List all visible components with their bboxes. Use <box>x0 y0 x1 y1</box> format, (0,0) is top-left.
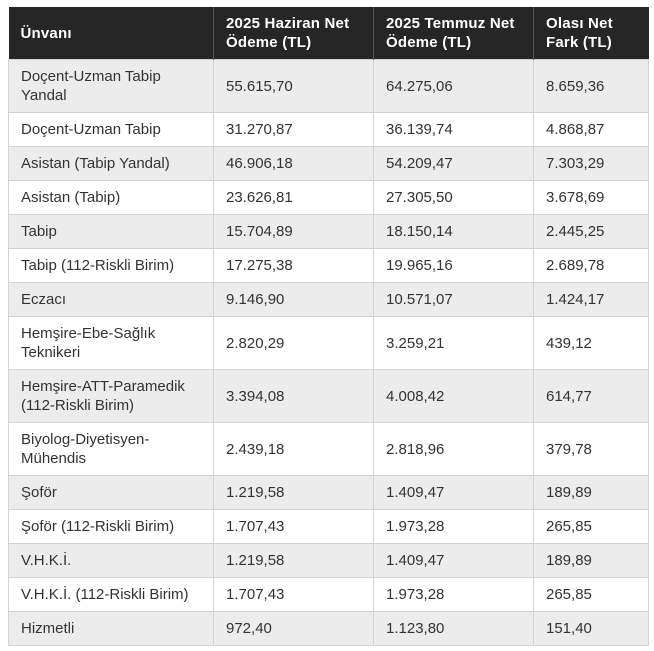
value-cell: 36.139,74 <box>373 112 534 147</box>
value-cell: 55.615,70 <box>213 59 374 113</box>
table-row: Hizmetli 972,40 1.123,80 151,40 <box>8 611 649 646</box>
table-header: Ünvanı 2025 Haziran Net Ödeme (TL) 2025 … <box>8 7 649 60</box>
title-cell: Doçent-Uzman Tabip <box>8 112 214 147</box>
value-cell: 8.659,36 <box>533 59 649 113</box>
value-cell: 23.626,81 <box>213 180 374 215</box>
value-cell: 1.424,17 <box>533 282 649 317</box>
value-cell: 3.678,69 <box>533 180 649 215</box>
value-cell: 10.571,07 <box>373 282 534 317</box>
value-cell: 379,78 <box>533 422 649 476</box>
value-cell: 17.275,38 <box>213 248 374 283</box>
title-cell: Hemşire-ATT-Paramedik (112-Riskli Birim) <box>8 369 214 423</box>
value-cell: 189,89 <box>533 475 649 510</box>
value-cell: 31.270,87 <box>213 112 374 147</box>
title-cell: Asistan (Tabip) <box>8 180 214 215</box>
value-cell: 1.123,80 <box>373 611 534 646</box>
table-row: Tabip 15.704,89 18.150,14 2.445,25 <box>8 214 649 249</box>
title-cell: Şoför (112-Riskli Birim) <box>8 509 214 544</box>
value-cell: 2.439,18 <box>213 422 374 476</box>
value-cell: 1.409,47 <box>373 543 534 578</box>
value-cell: 2.445,25 <box>533 214 649 249</box>
value-cell: 614,77 <box>533 369 649 423</box>
value-cell: 1.409,47 <box>373 475 534 510</box>
header-cell-net-difference: Olası Net Fark (TL) <box>533 7 649 60</box>
value-cell: 265,85 <box>533 577 649 612</box>
table-row: Tabip (112-Riskli Birim) 17.275,38 19.965,… <box>8 248 649 283</box>
table-row: Asistan (Tabip Yandal) 46.906,18 54.209,47… <box>8 146 649 181</box>
table-row: Hemşire-Ebe-Sağlık Teknikeri 2.820,29 3.25… <box>8 316 649 370</box>
value-cell: 15.704,89 <box>213 214 374 249</box>
table-row: V.H.K.İ. (112-Riskli Birim) 1.707,43 1.973… <box>8 577 649 612</box>
table-row: Hemşire-ATT-Paramedik (112-Riskli Birim)… <box>8 369 649 423</box>
salary-comparison-table: Ünvanı 2025 Haziran Net Ödeme (TL) 2025 … <box>8 7 649 646</box>
table-row: Şoför 1.219,58 1.409,47 189,89 <box>8 475 649 510</box>
value-cell: 265,85 <box>533 509 649 544</box>
value-cell: 1.707,43 <box>213 509 374 544</box>
value-cell: 9.146,90 <box>213 282 374 317</box>
value-cell: 1.219,58 <box>213 543 374 578</box>
header-cell-title: Ünvanı <box>8 7 214 60</box>
title-cell: V.H.K.İ. (112-Riskli Birim) <box>8 577 214 612</box>
title-cell: Hemşire-Ebe-Sağlık Teknikeri <box>8 316 214 370</box>
value-cell: 27.305,50 <box>373 180 534 215</box>
value-cell: 972,40 <box>213 611 374 646</box>
value-cell: 3.259,21 <box>373 316 534 370</box>
table-row: Asistan (Tabip) 23.626,81 27.305,50 3.678,6… <box>8 180 649 215</box>
title-cell: V.H.K.İ. <box>8 543 214 578</box>
value-cell: 189,89 <box>533 543 649 578</box>
value-cell: 4.008,42 <box>373 369 534 423</box>
value-cell: 19.965,16 <box>373 248 534 283</box>
value-cell: 46.906,18 <box>213 146 374 181</box>
value-cell: 2.820,29 <box>213 316 374 370</box>
table-row: Şoför (112-Riskli Birim) 1.707,43 1.973,28… <box>8 509 649 544</box>
title-cell: Hizmetli <box>8 611 214 646</box>
table-row: Biyolog-Diyetisyen-Mühendis 2.439,18 2.818… <box>8 422 649 476</box>
value-cell: 4.868,87 <box>533 112 649 147</box>
table-row: Doçent-Uzman Tabip 31.270,87 36.139,74 4.86… <box>8 112 649 147</box>
title-cell: Tabip <box>8 214 214 249</box>
header-cell-june-net-payment: 2025 Haziran Net Ödeme (TL) <box>213 7 374 60</box>
table-row: Doçent-Uzman Tabip Yandal 55.615,70 64.275… <box>8 59 649 113</box>
value-cell: 1.973,28 <box>373 509 534 544</box>
value-cell: 151,40 <box>533 611 649 646</box>
value-cell: 1.219,58 <box>213 475 374 510</box>
title-cell: Biyolog-Diyetisyen-Mühendis <box>8 422 214 476</box>
title-cell: Tabip (112-Riskli Birim) <box>8 248 214 283</box>
value-cell: 54.209,47 <box>373 146 534 181</box>
title-cell: Eczacı <box>8 282 214 317</box>
title-cell: Doçent-Uzman Tabip Yandal <box>8 59 214 113</box>
value-cell: 439,12 <box>533 316 649 370</box>
value-cell: 64.275,06 <box>373 59 534 113</box>
value-cell: 18.150,14 <box>373 214 534 249</box>
value-cell: 2.818,96 <box>373 422 534 476</box>
header-cell-july-net-payment: 2025 Temmuz Net Ödeme (TL) <box>373 7 534 60</box>
header-row: Ünvanı 2025 Haziran Net Ödeme (TL) 2025 … <box>8 7 649 60</box>
value-cell: 1.973,28 <box>373 577 534 612</box>
value-cell: 7.303,29 <box>533 146 649 181</box>
title-cell: Asistan (Tabip Yandal) <box>8 146 214 181</box>
value-cell: 1.707,43 <box>213 577 374 612</box>
value-cell: 2.689,78 <box>533 248 649 283</box>
table-row: Eczacı 9.146,90 10.571,07 1.424,17 <box>8 282 649 317</box>
title-cell: Şoför <box>8 475 214 510</box>
table-row: V.H.K.İ. 1.219,58 1.409,47 189,89 <box>8 543 649 578</box>
table-body: Doçent-Uzman Tabip Yandal 55.615,70 64.275… <box>8 59 649 646</box>
value-cell: 3.394,08 <box>213 369 374 423</box>
